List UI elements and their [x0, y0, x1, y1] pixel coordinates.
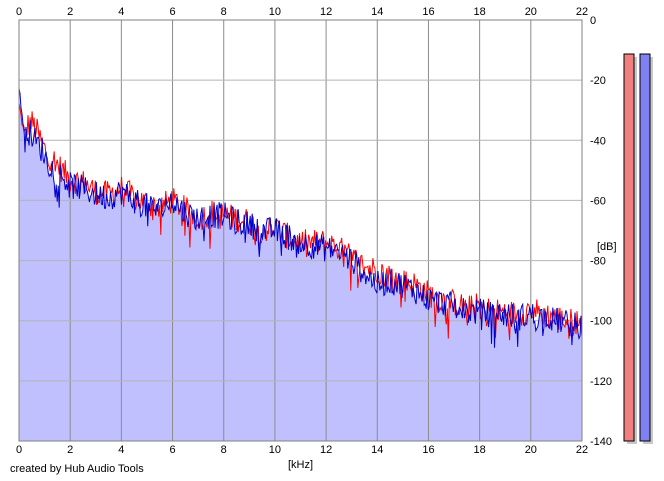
x-tick-label-bottom: 22	[576, 444, 588, 456]
y-tick-label: -40	[590, 135, 606, 147]
x-tick-label-top: 20	[525, 6, 537, 18]
x-tick-label-top: 6	[169, 6, 175, 18]
y-tick-label: -60	[590, 195, 606, 207]
x-tick-label-bottom: 16	[422, 444, 434, 456]
x-tick-label-bottom: 8	[221, 444, 227, 456]
plot-frame	[18, 19, 583, 442]
y-tick-label: -140	[590, 436, 612, 448]
x-axis-label: [kHz]	[288, 459, 313, 471]
spectrum-fill-area	[19, 102, 582, 442]
level-meter-1	[623, 53, 635, 442]
x-tick-label-top: 18	[474, 6, 486, 18]
y-tick-label: -20	[590, 75, 606, 87]
x-tick-label-bottom: 10	[269, 444, 281, 456]
y-tick-label: -80	[590, 256, 606, 268]
x-tick-label-bottom: 12	[320, 444, 332, 456]
x-tick-label-top: 10	[269, 6, 281, 18]
y-tick-label: -120	[590, 376, 612, 388]
x-tick-label-top: 22	[576, 6, 588, 18]
x-tick-label-top: 16	[422, 6, 434, 18]
x-tick-label-bottom: 4	[118, 444, 124, 456]
x-tick-label-top: 14	[371, 6, 383, 18]
x-tick-label-bottom: 14	[371, 444, 383, 456]
credit-text: created by Hub Audio Tools	[10, 463, 144, 475]
x-tick-label-top: 0	[16, 6, 22, 18]
x-tick-label-bottom: 18	[474, 444, 486, 456]
y-axis-label: [dB]	[597, 241, 617, 253]
x-tick-label-top: 12	[320, 6, 332, 18]
series-line-2	[18, 88, 583, 348]
x-tick-label-bottom: 2	[67, 444, 73, 456]
y-tick-label: 0	[590, 15, 596, 27]
level-meter-2	[639, 53, 651, 442]
x-tick-label-bottom: 20	[525, 444, 537, 456]
x-tick-label-top: 4	[118, 6, 124, 18]
x-tick-label-top: 8	[221, 6, 227, 18]
x-tick-label-bottom: 0	[16, 444, 22, 456]
x-tick-label-bottom: 6	[169, 444, 175, 456]
x-tick-label-top: 2	[67, 6, 73, 18]
y-tick-label: -100	[590, 316, 612, 328]
